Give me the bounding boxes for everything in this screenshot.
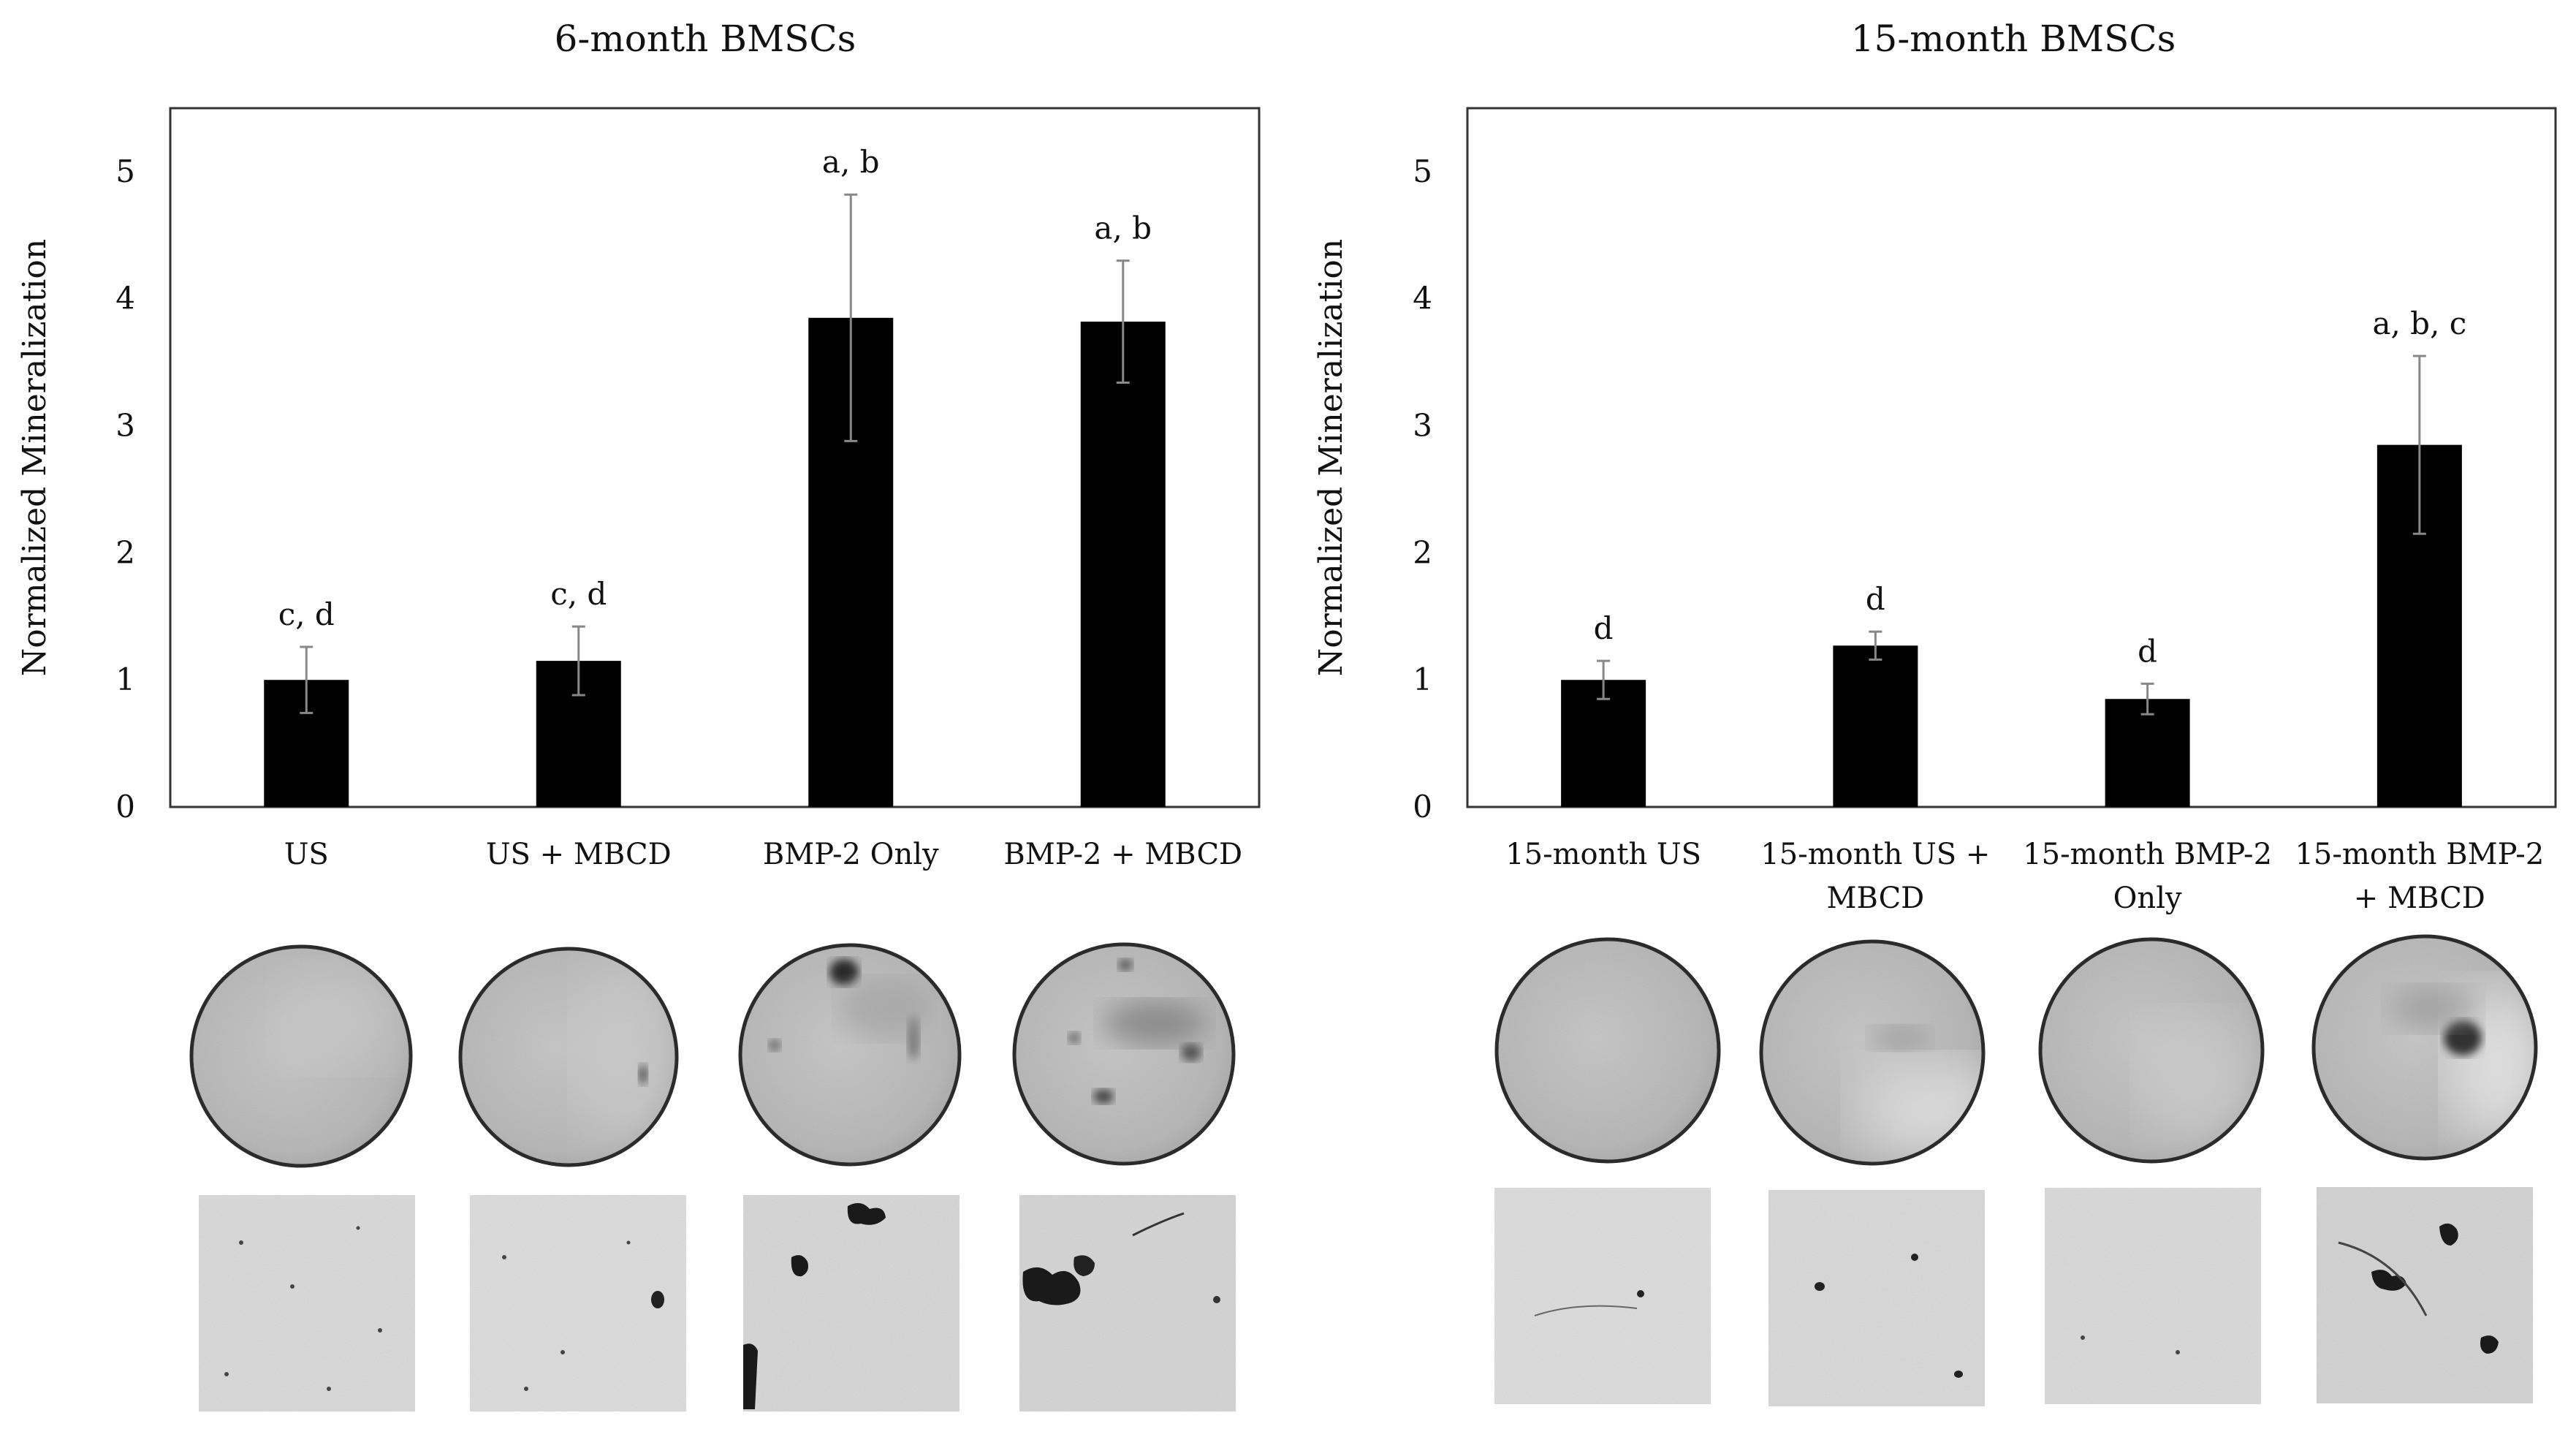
y-tick-label: 5: [1413, 153, 1432, 189]
y-axis-label: Normalized Mineralization: [16, 239, 53, 676]
micrograph: [1768, 1190, 1985, 1406]
significance-label: d: [2138, 633, 2157, 669]
y-tick-label: 0: [115, 789, 135, 825]
significance-label: d: [1594, 610, 1614, 646]
chart-15-month: 15-month BMSCs Normalized Mineralization 0…: [1312, 18, 2557, 915]
y-tick-label: 5: [115, 153, 135, 189]
significance-label: a, b: [822, 144, 880, 180]
micrograph: [1494, 1188, 1711, 1404]
x-category-label: US + MBCD: [486, 838, 672, 871]
well-image: [189, 944, 413, 1168]
micrograph: [470, 1195, 686, 1411]
bar: [2105, 699, 2190, 807]
y-tick-label: 0: [1413, 789, 1432, 825]
y-tick-label: 3: [115, 408, 135, 444]
micrographs-row: [199, 1187, 2533, 1411]
bar: [1080, 322, 1166, 808]
y-tick-label: 1: [1413, 662, 1432, 697]
significance-label: a, b: [1094, 211, 1152, 246]
well-image: [2311, 934, 2538, 1161]
micrograph: [199, 1195, 415, 1411]
significance-label: d: [1866, 581, 1885, 617]
micrograph: [743, 1195, 960, 1411]
plot-frame: [169, 107, 1261, 808]
chart-title: 15-month BMSCs: [1851, 18, 2176, 60]
y-tick-label: 2: [115, 534, 135, 570]
x-category-label: + MBCD: [2354, 882, 2485, 915]
well-image: [738, 943, 962, 1167]
bar: [1833, 645, 1918, 807]
x-category-label: BMP-2 + MBCD: [1003, 838, 1242, 871]
well-image: [2038, 937, 2265, 1164]
y-axis-label: Normalized Mineralization: [1312, 239, 1350, 676]
well-image: [458, 947, 679, 1167]
micrograph: [1019, 1195, 1236, 1411]
bar: [1561, 680, 1646, 807]
significance-label: a, b, c: [2372, 306, 2466, 341]
y-tick-label: 4: [115, 281, 135, 316]
x-category-label: MBCD: [1826, 882, 1924, 915]
x-category-label: Only: [2113, 882, 2182, 915]
x-category-label: US: [284, 838, 329, 871]
chart-title: 6-month BMSCs: [555, 18, 856, 60]
well-image: [1012, 942, 1236, 1166]
well-image: [1494, 937, 1721, 1164]
significance-label: c, d: [550, 576, 607, 612]
well-image: [1759, 939, 1986, 1166]
plot-frame: [1466, 107, 2557, 808]
micrograph: [2045, 1188, 2261, 1404]
y-tick-label: 2: [1413, 534, 1432, 570]
x-category-label: 15-month BMP-2: [2023, 838, 2272, 871]
y-tick-label: 1: [115, 662, 135, 697]
y-tick-label: 4: [1413, 281, 1432, 316]
x-category-label: 15-month US: [1505, 838, 1701, 871]
x-category-label: BMP-2 Only: [763, 838, 939, 871]
x-category-label: 15-month BMP-2: [2295, 838, 2544, 871]
significance-label: c, d: [278, 596, 335, 632]
micrograph: [2317, 1187, 2533, 1403]
x-category-label: 15-month US +: [1760, 838, 1990, 871]
chart-6-month: 6-month BMSCs Normalized Mineralization 0 1…: [16, 18, 1261, 871]
y-tick-label: 3: [1413, 408, 1432, 444]
well-images-row: [189, 934, 2538, 1168]
